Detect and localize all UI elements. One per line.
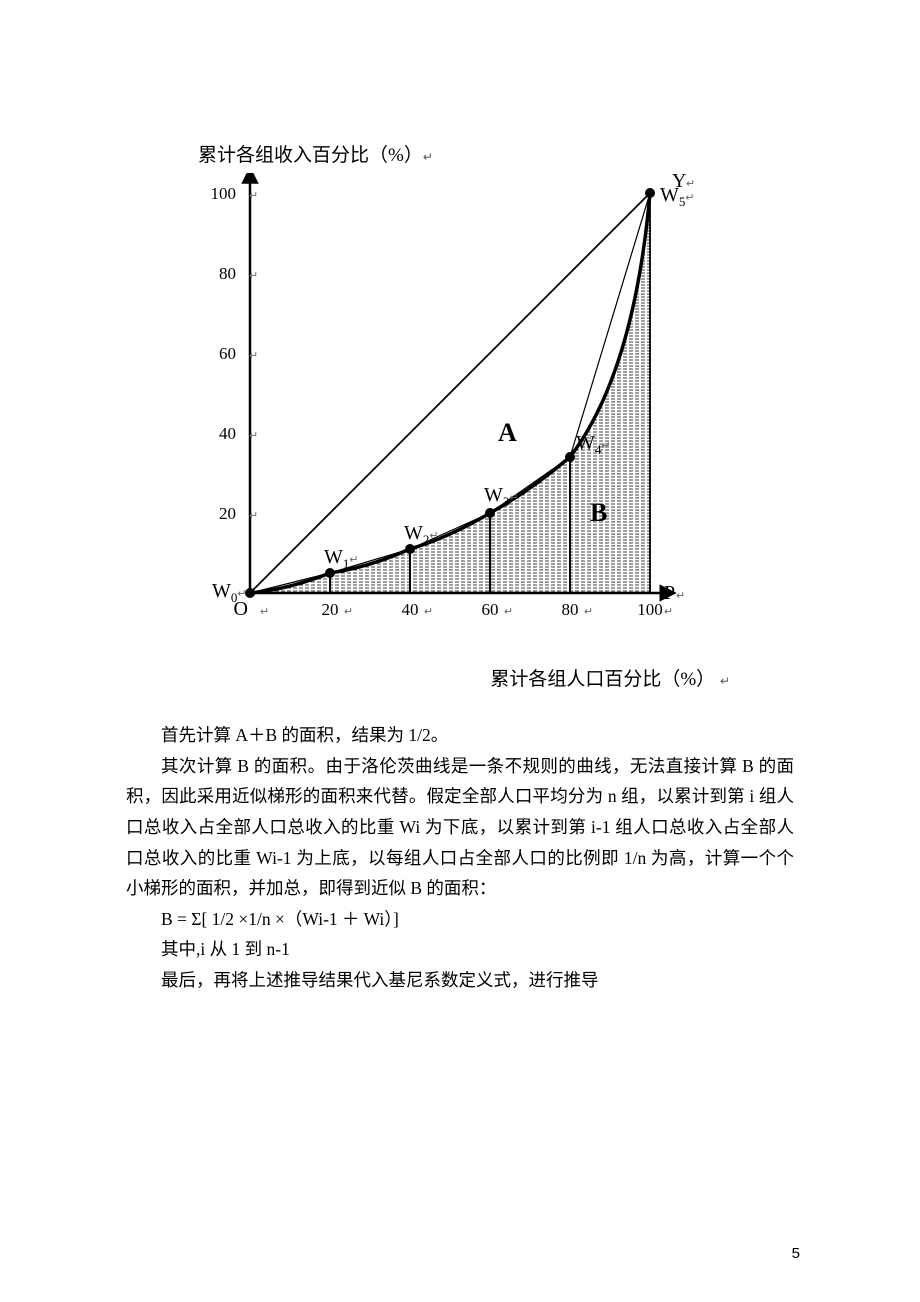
svg-text:40: 40 [219, 424, 236, 443]
svg-text:↵: ↵ [249, 430, 258, 442]
svg-text:↵: ↵ [344, 606, 353, 618]
svg-text:100: 100 [211, 184, 237, 203]
svg-text:20: 20 [322, 600, 339, 619]
page-number: 5 [792, 1245, 800, 1262]
svg-text:↵: ↵ [676, 590, 685, 602]
x-axis-title: 累计各组人口百分比（%） ↵ [180, 664, 740, 691]
svg-text:60: 60 [219, 344, 236, 363]
svg-text:↵: ↵ [686, 178, 695, 190]
para-2: 其次计算 B 的面积。由于洛伦茨曲线是一条不规则的曲线，无法直接计算 B 的面积… [126, 751, 794, 904]
svg-text:B: B [590, 498, 607, 527]
para-5: 最后，再将上述推导结果代入基尼系数定义式，进行推导 [126, 965, 794, 996]
para-3-formula: B = Σ[ 1/2 ×1/n ×（Wi-1 ＋ Wi）] [126, 904, 794, 935]
y-axis-title: 累计各组收入百分比（%）↵ [198, 140, 740, 167]
svg-text:↵: ↵ [424, 606, 433, 618]
svg-text:↵: ↵ [249, 270, 258, 282]
svg-text:↵: ↵ [584, 606, 593, 618]
para-4: 其中,i 从 1 到 n-1 [126, 934, 794, 965]
svg-text:P: P [664, 582, 675, 604]
svg-text:80: 80 [219, 264, 236, 283]
svg-text:100: 100 [637, 600, 663, 619]
chart-svg: 20↵40↵60↵80↵100↵20↵40↵60↵80↵100↵O↵Y↵P↵AB… [180, 173, 700, 653]
explanation-text: 首先计算 A＋B 的面积，结果为 1/2。 其次计算 B 的面积。由于洛伦茨曲线… [126, 720, 794, 996]
svg-text:↵: ↵ [260, 606, 269, 618]
svg-text:20: 20 [219, 504, 236, 523]
svg-text:↵: ↵ [664, 606, 673, 618]
svg-text:40: 40 [402, 600, 419, 619]
para-1: 首先计算 A＋B 的面积，结果为 1/2。 [126, 720, 794, 751]
svg-text:↵: ↵ [504, 606, 513, 618]
lorenz-chart: 累计各组收入百分比（%）↵ 20↵40↵60↵80↵100↵20↵40↵60↵8… [180, 140, 740, 691]
svg-text:↵: ↵ [249, 350, 258, 362]
svg-text:A: A [498, 418, 517, 447]
svg-text:60: 60 [482, 600, 499, 619]
svg-text:↵: ↵ [249, 190, 258, 202]
svg-text:↵: ↵ [249, 510, 258, 522]
svg-text:80: 80 [562, 600, 579, 619]
